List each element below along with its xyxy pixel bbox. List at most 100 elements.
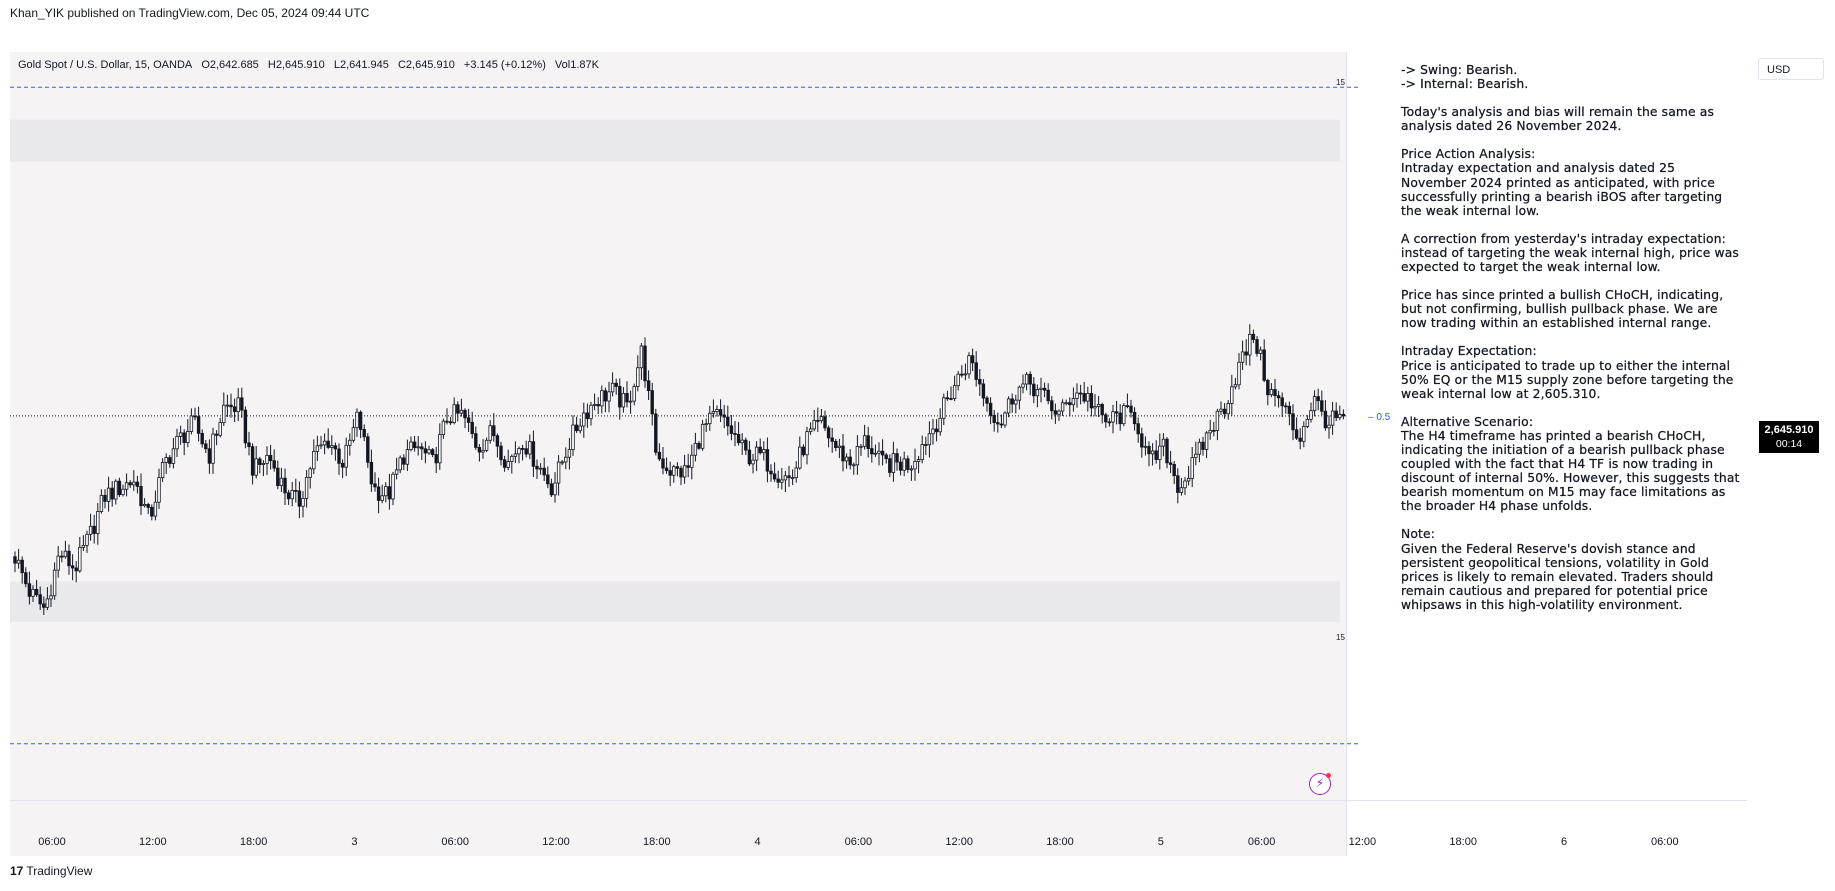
candle-body — [801, 446, 806, 456]
lightning-icon[interactable]: ⚡ — [1309, 773, 1331, 795]
candle-body — [34, 588, 39, 596]
candle-body — [826, 427, 831, 439]
candle-body — [1262, 349, 1266, 381]
notification-dot — [1326, 773, 1331, 778]
candle-body — [290, 489, 294, 500]
candle-body — [1240, 351, 1245, 363]
time-tick-label: 06:00 — [441, 836, 469, 848]
candle-body — [459, 409, 464, 414]
currency-selector[interactable]: USD — [1758, 58, 1824, 80]
candle-body — [585, 412, 590, 420]
candle-body — [895, 453, 899, 463]
candle-body — [704, 423, 708, 426]
candle-body — [574, 424, 579, 432]
candle-body — [1230, 386, 1234, 404]
candle-body — [981, 383, 986, 399]
candle-body — [1323, 410, 1328, 429]
candle-body — [1183, 480, 1187, 489]
time-tick-label: 4 — [755, 836, 761, 848]
time-tick-label: 06:00 — [38, 836, 66, 848]
candle-body — [1161, 438, 1166, 447]
candle-body — [438, 434, 442, 464]
candle-body — [319, 444, 323, 447]
candle-body — [153, 501, 158, 517]
analysis-note[interactable]: -> Swing: Bearish. -> Internal: Bearish.… — [1401, 63, 1741, 626]
candle-body — [988, 402, 993, 416]
candle-body — [229, 404, 233, 408]
candle-body — [870, 448, 874, 455]
candle-body — [286, 492, 291, 500]
candle-body — [1014, 399, 1018, 405]
candle-body — [1341, 413, 1346, 417]
candle-body — [819, 416, 824, 422]
candle-body — [1309, 410, 1313, 420]
candle-body — [927, 433, 932, 446]
symbol-name[interactable]: Gold Spot / U.S. Dollar, 15, OANDA — [18, 59, 193, 71]
candle-body — [420, 446, 424, 450]
candle-body — [848, 456, 852, 466]
candle-body — [1132, 411, 1137, 425]
candle-body — [265, 454, 269, 464]
candle-body — [1255, 339, 1259, 354]
candle-body — [38, 594, 42, 605]
candle-body — [387, 486, 392, 500]
candle-body — [1237, 361, 1241, 386]
candle-body — [1075, 392, 1079, 399]
candle-body — [1168, 462, 1173, 465]
plot-background — [10, 52, 1346, 856]
candle-body — [1111, 411, 1115, 423]
candle-body — [1305, 418, 1310, 427]
candle-body — [394, 469, 399, 475]
candle-body — [1086, 393, 1090, 402]
candle-body — [222, 404, 226, 424]
candle-body — [1316, 396, 1320, 402]
time-tick-label: 12:00 — [139, 836, 167, 848]
bar-countdown: 00:14 — [1775, 438, 1803, 450]
candle-body — [906, 458, 910, 470]
expectation-text: Intraday Expectation: Price is anticipat… — [1401, 344, 1734, 401]
candle-body — [646, 380, 651, 392]
candle-body — [276, 467, 280, 486]
candle-body — [463, 409, 467, 419]
candle-body — [117, 480, 122, 496]
candle-body — [711, 411, 716, 414]
candle-body — [769, 470, 773, 475]
candle-body — [798, 446, 802, 469]
candle-body — [700, 423, 705, 449]
candle-body — [1136, 423, 1140, 435]
candle-body — [427, 449, 431, 454]
bias-text: -> Swing: Bearish. -> Internal: Bearish. — [1401, 63, 1529, 92]
candle-body — [733, 433, 737, 435]
candle-body — [297, 490, 302, 507]
candlestick-chart[interactable]: 2,684.0002,680.0002,676.0002,672.0002,66… — [10, 52, 1747, 856]
candle-body — [996, 422, 1000, 425]
symbol-legend[interactable]: Gold Spot / U.S. Dollar, 15, OANDA O2,64… — [18, 59, 605, 71]
candle-body — [45, 598, 50, 608]
candle-body — [139, 486, 143, 507]
candle-body — [200, 432, 204, 445]
candle-body — [945, 397, 950, 400]
candle-body — [571, 424, 575, 450]
candle-body — [970, 355, 975, 364]
candle-body — [74, 567, 78, 572]
candle-body — [852, 464, 856, 467]
candle-body — [110, 487, 114, 500]
candle-body — [405, 449, 410, 465]
candle-body — [362, 429, 366, 438]
candle-body — [963, 373, 968, 376]
last-price-tag: 2,645.910 00:14 — [1759, 421, 1819, 453]
candle-body — [517, 448, 521, 455]
tradingview-logo[interactable]: 17 TradingView — [10, 864, 92, 878]
candle-body — [1068, 402, 1072, 406]
candle-body — [834, 440, 838, 448]
candle-body — [1035, 389, 1040, 397]
chart-pane[interactable]: 2,684.0002,680.0002,676.0002,672.0002,66… — [10, 52, 1747, 856]
candle-body — [794, 467, 798, 479]
candle-body — [859, 445, 863, 448]
candle-body — [625, 393, 629, 403]
change-value: +3.145 (+0.12%) — [463, 59, 546, 71]
candle-body — [92, 525, 96, 534]
candle-body — [499, 445, 503, 461]
time-tick-label: 12:00 — [1349, 836, 1377, 848]
volume-value: Vol1.87K — [554, 59, 599, 71]
